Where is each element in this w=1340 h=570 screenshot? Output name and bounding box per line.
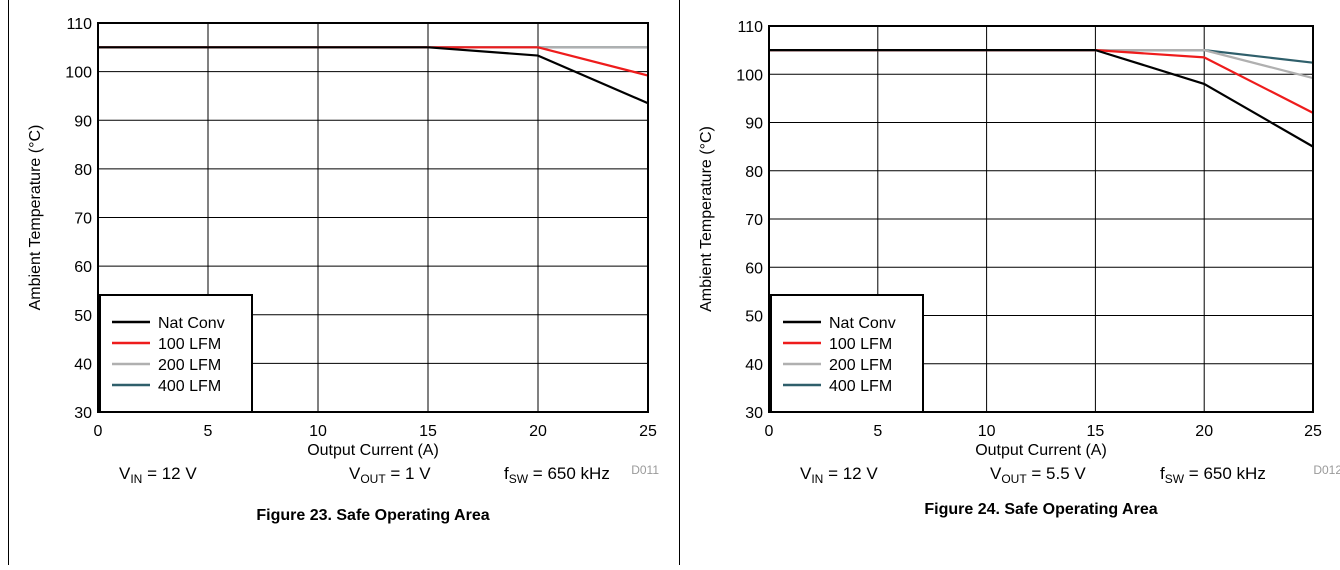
x-tick-label: 15 bbox=[1087, 423, 1105, 440]
figure-caption: Figure 24. Safe Operating Area bbox=[924, 501, 1157, 518]
vout-condition-subscript: OUT bbox=[360, 472, 386, 486]
y-tick-label: 70 bbox=[74, 211, 92, 228]
vout-condition-symbol: V bbox=[349, 464, 361, 483]
vin-condition-symbol: V bbox=[119, 464, 131, 483]
y-tick-label: 50 bbox=[745, 309, 763, 326]
vout-condition-value: = 5.5 V bbox=[1027, 464, 1087, 483]
fsw-condition-symbol: f bbox=[1160, 464, 1165, 483]
y-tick-label: 50 bbox=[74, 308, 92, 325]
legend-label: 200 LFM bbox=[158, 357, 221, 374]
series-line-nat-conv bbox=[769, 49, 1314, 148]
figure-24-panel: 0 5 10 15 20 25 30 40 50 60 70 80 90 100 110 Output Cur… bbox=[680, 0, 1340, 565]
safe-operating-area-chart-fig24: 0 5 10 15 20 25 30 40 50 60 70 80 90 100 110 Output Cur… bbox=[698, 19, 1340, 518]
vin-condition-symbol: V bbox=[800, 464, 812, 483]
vout-condition: VOUT = 1 V bbox=[349, 464, 431, 486]
y-tick-label: 80 bbox=[74, 162, 92, 179]
fsw-condition: fSW = 650 kHz bbox=[1160, 464, 1266, 486]
x-axis-label: Output Current (A) bbox=[975, 442, 1107, 459]
y-tick-label: 110 bbox=[737, 19, 763, 36]
fsw-condition-value: = 650 kHz bbox=[528, 464, 610, 483]
vin-condition-subscript: IN bbox=[811, 472, 823, 486]
figure-code: D011 bbox=[631, 463, 659, 477]
y-tick-label: 100 bbox=[736, 67, 763, 84]
figure-23-panel: 0 5 10 15 20 25 30 40 50 60 70 80 90 100 110 Output Cur… bbox=[8, 0, 680, 565]
legend-label: 400 LFM bbox=[158, 378, 221, 395]
series-line-nat-conv bbox=[98, 46, 649, 105]
vin-condition-value: = 12 V bbox=[142, 464, 197, 483]
y-tick-label: 60 bbox=[745, 260, 763, 277]
y-tick-label: 30 bbox=[745, 405, 763, 422]
fsw-condition: fSW = 650 kHz bbox=[504, 464, 610, 486]
y-tick-label: 80 bbox=[745, 164, 763, 181]
plot-frame bbox=[768, 25, 1314, 413]
y-tick-label: 30 bbox=[74, 405, 92, 422]
legend-box bbox=[99, 294, 253, 413]
legend-box bbox=[770, 294, 924, 413]
x-tick-label: 10 bbox=[978, 423, 996, 440]
fsw-condition-symbol: f bbox=[504, 464, 509, 483]
x-tick-label: 0 bbox=[94, 423, 103, 440]
series-line-100-lfm bbox=[769, 49, 1314, 114]
legend-label: Nat Conv bbox=[158, 315, 225, 332]
legend-label: 100 LFM bbox=[829, 336, 892, 353]
vout-condition: VOUT = 5.5 V bbox=[990, 464, 1086, 486]
x-tick-label: 5 bbox=[204, 423, 213, 440]
fsw-condition-subscript: SW bbox=[1165, 472, 1185, 486]
y-tick-label: 90 bbox=[745, 116, 763, 133]
y-tick-label: 60 bbox=[74, 259, 92, 276]
x-tick-label: 25 bbox=[639, 423, 657, 440]
y-tick-label: 110 bbox=[66, 16, 92, 33]
vin-condition-value: = 12 V bbox=[823, 464, 878, 483]
legend-label: 400 LFM bbox=[829, 378, 892, 395]
x-axis-label: Output Current (A) bbox=[307, 442, 439, 459]
legend-label: Nat Conv bbox=[829, 315, 896, 332]
y-tick-label: 90 bbox=[74, 113, 92, 130]
y-tick-label: 100 bbox=[65, 65, 92, 82]
fsw-condition-subscript: SW bbox=[509, 472, 529, 486]
vout-condition-value: = 1 V bbox=[386, 464, 432, 483]
y-axis-label: Ambient Temperature (°C) bbox=[27, 125, 44, 311]
legend-label: 200 LFM bbox=[829, 357, 892, 374]
vin-condition: VIN = 12 V bbox=[800, 464, 878, 486]
safe-operating-area-chart-fig23: 0 5 10 15 20 25 30 40 50 60 70 80 90 100 110 Output Cur… bbox=[27, 16, 659, 524]
x-tick-label: 20 bbox=[1195, 423, 1213, 440]
vout-condition-symbol: V bbox=[990, 464, 1002, 483]
plot-frame bbox=[97, 22, 649, 413]
x-tick-label: 20 bbox=[529, 423, 547, 440]
x-tick-label: 5 bbox=[873, 423, 882, 440]
figure-code: D012 bbox=[1313, 463, 1340, 477]
fsw-condition-value: = 650 kHz bbox=[1184, 464, 1266, 483]
vin-condition-subscript: IN bbox=[130, 472, 142, 486]
figure-caption: Figure 23. Safe Operating Area bbox=[256, 507, 489, 524]
y-tick-label: 40 bbox=[74, 356, 92, 373]
y-tick-label: 70 bbox=[745, 212, 763, 229]
x-tick-label: 15 bbox=[419, 423, 437, 440]
x-tick-label: 25 bbox=[1304, 423, 1322, 440]
vin-condition: VIN = 12 V bbox=[119, 464, 197, 486]
legend-label: 100 LFM bbox=[158, 336, 221, 353]
vout-condition-subscript: OUT bbox=[1001, 472, 1027, 486]
y-tick-label: 40 bbox=[745, 357, 763, 374]
y-axis-label: Ambient Temperature (°C) bbox=[698, 126, 715, 312]
x-tick-label: 10 bbox=[309, 423, 327, 440]
x-tick-label: 0 bbox=[765, 423, 774, 440]
